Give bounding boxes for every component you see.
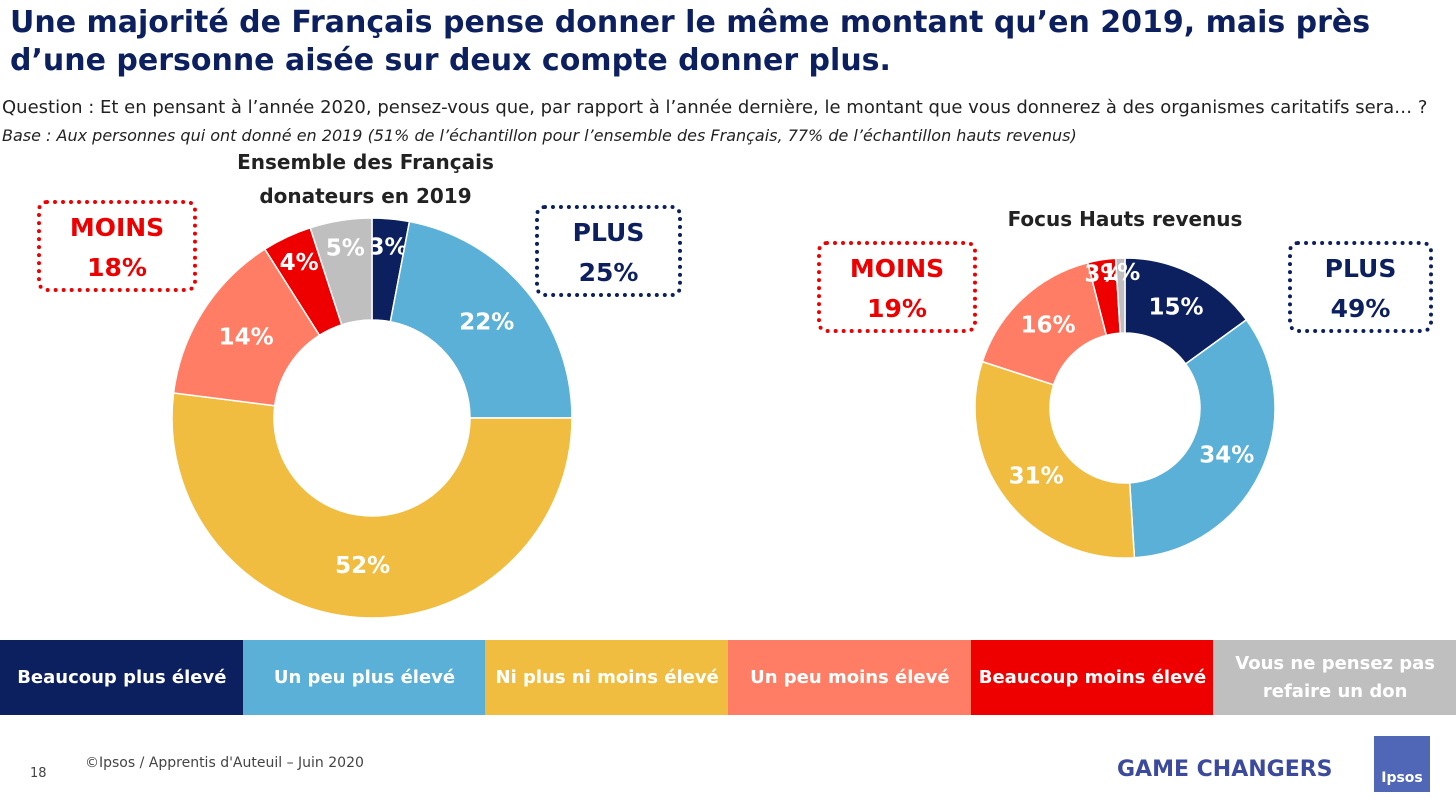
- question-text: Question : Et en pensant à l’année 2020,…: [2, 97, 1428, 118]
- annotation-box: PLUS 25%: [535, 205, 682, 297]
- donut-segment: [309, 217, 373, 326]
- data-label: 4%: [280, 250, 319, 276]
- chart-title-line: donateurs en 2019: [259, 184, 472, 208]
- annotation-label: MOINS: [69, 213, 165, 242]
- annotation-box: MOINS 18%: [37, 200, 197, 292]
- annotation-value: 25%: [578, 258, 639, 287]
- legend-item: Vous ne pensez pas refaire un don: [1213, 640, 1456, 715]
- data-label: 3%: [369, 234, 408, 260]
- source: ©Ipsos / Apprentis d'Auteuil – Juin 2020: [85, 755, 364, 771]
- chart-title-line: Focus Hauts revenus: [1007, 207, 1243, 231]
- data-label: 15%: [1149, 294, 1204, 320]
- base-text: Base : Aux personnes qui ont donné en 20…: [2, 126, 1077, 145]
- legend-item: Ni plus ni moins élevé: [485, 640, 729, 715]
- legend-item: Beaucoup plus élevé: [0, 640, 244, 715]
- legend-item: Un peu plus élevé: [242, 640, 487, 715]
- donut-segment: [389, 220, 573, 419]
- data-label: 1%: [1101, 260, 1140, 286]
- page-number: 18: [30, 766, 47, 781]
- donut-segment: [1114, 257, 1126, 334]
- data-label: 22%: [459, 310, 514, 336]
- data-label: 14%: [219, 325, 274, 351]
- logo: Ipsos: [1374, 736, 1430, 792]
- data-label: 16%: [1020, 312, 1075, 338]
- legend-item: Un peu moins élevé: [728, 640, 972, 715]
- data-label: 5%: [326, 236, 365, 262]
- annotation-box: MOINS 19%: [817, 241, 977, 333]
- annotation-label: PLUS: [572, 218, 645, 247]
- annotation-label: PLUS: [1324, 254, 1397, 283]
- slide-title: Une majorité de Français pense donner le…: [10, 5, 1371, 78]
- data-label: 31%: [1009, 463, 1064, 489]
- data-label: 52%: [335, 553, 390, 579]
- annotation-value: 49%: [1330, 294, 1391, 323]
- donut-segment: [974, 360, 1136, 559]
- chart-title: Ensemble des Français donateurs en 2019: [233, 145, 498, 213]
- question: Question : Et en pensant à l’année 2020,…: [2, 94, 1452, 150]
- chart-title-line: Ensemble des Français: [237, 150, 494, 174]
- donut-segment: [1128, 318, 1276, 559]
- chart-title: Focus Hauts revenus: [990, 202, 1260, 236]
- annotation-label: MOINS: [849, 254, 945, 283]
- legend-item: Beaucoup moins élevé: [970, 640, 1215, 715]
- annotation-value: 18%: [87, 253, 147, 282]
- data-label: 34%: [1199, 442, 1254, 468]
- annotation-value: 19%: [867, 294, 927, 323]
- tagline: GAME CHANGERS: [1117, 757, 1333, 782]
- annotation-box: PLUS 49%: [1288, 241, 1433, 333]
- donut-segment: [171, 392, 573, 619]
